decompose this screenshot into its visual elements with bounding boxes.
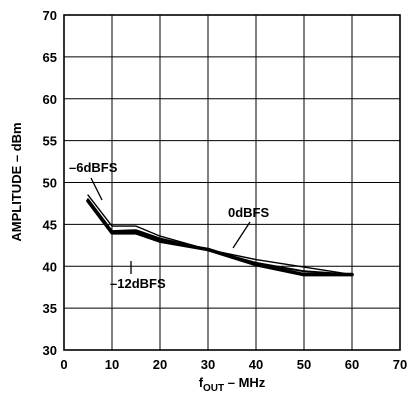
x-axis-title-main: f xyxy=(199,375,204,390)
x-tick-label: 70 xyxy=(393,357,407,372)
grid-lines xyxy=(63,14,401,351)
x-tick-label: 20 xyxy=(153,357,167,372)
series-line-1 xyxy=(86,199,354,277)
series-line-2 xyxy=(87,198,353,276)
y-tick-label: 35 xyxy=(43,301,57,316)
y-tick-label: 30 xyxy=(43,343,57,358)
x-tick-label: 30 xyxy=(201,357,215,372)
label-minus6dbfs: –6dBFS xyxy=(69,160,118,175)
x-tick-labels: 0 10 20 30 40 50 60 70 xyxy=(60,357,407,372)
x-axis-title-subscript: OUT xyxy=(203,383,224,394)
y-tick-label: 55 xyxy=(43,134,57,149)
y-tick-label: 40 xyxy=(43,259,57,274)
plot-frame xyxy=(63,14,401,351)
x-axis-title-rest: – MHz xyxy=(224,375,266,390)
series-line-0 xyxy=(87,194,353,276)
x-tick-label: 60 xyxy=(345,357,359,372)
y-axis-title: AMPLITUDE – dBm xyxy=(9,122,24,241)
leader-0dbfs xyxy=(232,221,251,249)
x-tick-label: 40 xyxy=(249,357,263,372)
label-0dbfs: 0dBFS xyxy=(228,205,270,220)
y-tick-label: 50 xyxy=(43,176,57,191)
y-tick-labels: 30 35 40 45 50 55 60 65 70 xyxy=(43,8,57,358)
x-axis-title: fOUT – MHz xyxy=(199,375,266,394)
leader-minus6dbfs xyxy=(90,177,103,201)
label-minus12dbfs: –12dBFS xyxy=(110,276,166,291)
x-tick-label: 10 xyxy=(105,357,119,372)
series-lines xyxy=(86,194,354,277)
y-tick-label: 70 xyxy=(43,8,57,23)
y-tick-label: 45 xyxy=(43,217,57,232)
x-tick-label: 50 xyxy=(297,357,311,372)
y-tick-label: 65 xyxy=(43,50,57,65)
x-tick-label: 0 xyxy=(60,357,67,372)
y-tick-label: 60 xyxy=(43,92,57,107)
